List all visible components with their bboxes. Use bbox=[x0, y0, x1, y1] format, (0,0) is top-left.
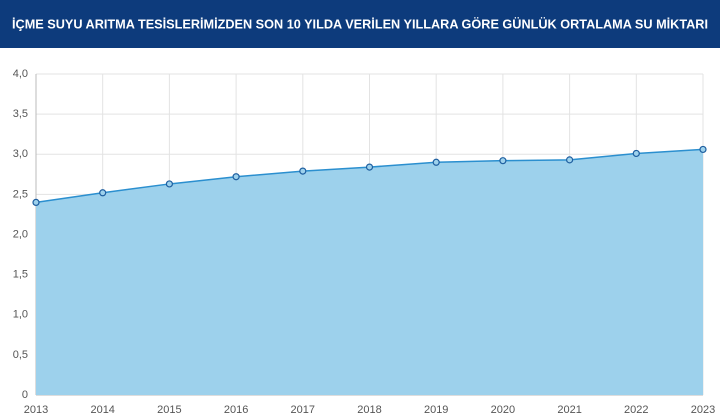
x-tick-label: 2023 bbox=[691, 404, 715, 416]
x-tick-label: 2019 bbox=[424, 404, 448, 416]
marker bbox=[499, 157, 507, 165]
marker bbox=[299, 167, 307, 175]
y-tick-label: 1,5 bbox=[13, 269, 28, 281]
y-tick-label: 0 bbox=[22, 389, 28, 401]
x-tick-label: 2016 bbox=[224, 404, 248, 416]
y-tick-label: 3,5 bbox=[13, 108, 28, 120]
x-tick-label: 2014 bbox=[90, 404, 114, 416]
marker bbox=[699, 145, 707, 154]
y-tick-label: 0,5 bbox=[13, 349, 28, 361]
marker bbox=[232, 173, 240, 181]
x-tick-label: 2013 bbox=[24, 404, 48, 416]
x-tick-label: 2018 bbox=[357, 404, 381, 416]
marker bbox=[165, 180, 173, 188]
marker bbox=[565, 156, 574, 164]
x-tick-label: 2021 bbox=[557, 404, 581, 416]
x-tick-label: 2015 bbox=[157, 404, 181, 416]
marker bbox=[432, 158, 440, 166]
y-tick-label: 4,0 bbox=[13, 68, 28, 80]
y-tick-label: 1,0 bbox=[13, 309, 28, 321]
y-tick-label: 3,0 bbox=[13, 148, 28, 160]
area bbox=[36, 149, 703, 395]
chart-title: İÇME SUYU ARITMA TESİSLERİMİZDEN SON 10 … bbox=[12, 16, 708, 31]
x-tick-label: 2017 bbox=[291, 404, 315, 416]
x-tick-label: 2022 bbox=[624, 404, 648, 416]
marker bbox=[632, 149, 640, 158]
title-banner bbox=[0, 0, 720, 48]
x-tick-label: 2020 bbox=[491, 404, 515, 416]
marker bbox=[99, 189, 107, 197]
y-tick-label: 2,5 bbox=[13, 188, 28, 200]
y-tick-label: 2,0 bbox=[13, 228, 28, 240]
marker bbox=[32, 198, 40, 206]
marker bbox=[365, 163, 374, 171]
